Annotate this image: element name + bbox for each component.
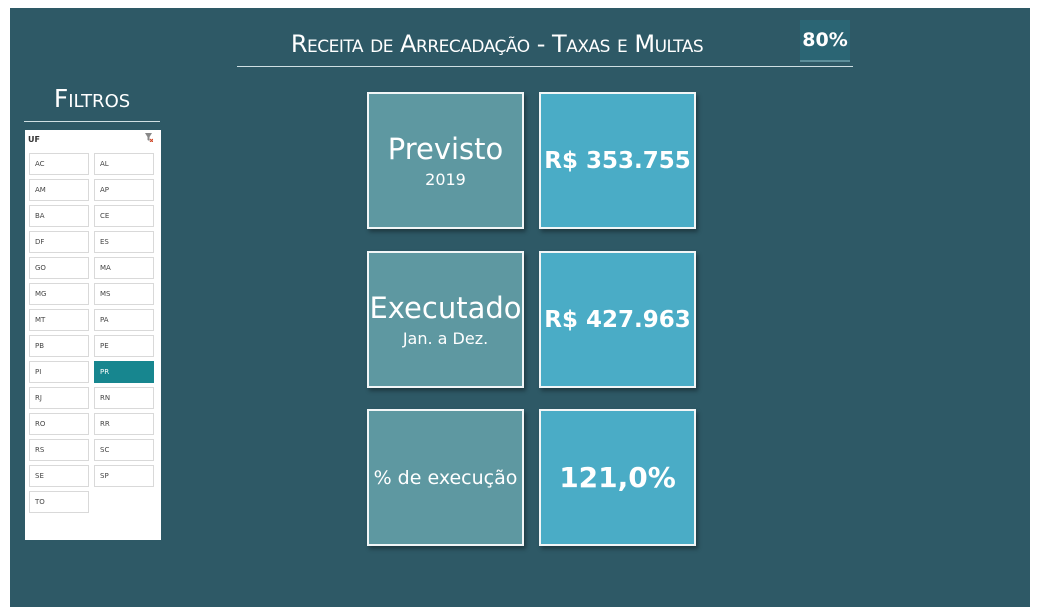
dashboard: Receita de Arrecadação - Taxas e Multas … (10, 8, 1030, 607)
card-subtitle: Jan. a Dez. (402, 329, 489, 348)
slicer-item[interactable]: SP (94, 465, 154, 487)
slicer-item[interactable]: AL (94, 153, 154, 175)
zoom-badge: 80% (800, 20, 850, 62)
slicer-item[interactable]: PE (94, 335, 154, 357)
slicer-item[interactable]: MS (94, 283, 154, 305)
slicer-item[interactable]: MG (29, 283, 89, 305)
slicer-item[interactable]: DF (29, 231, 89, 253)
slicer-item[interactable]: ES (94, 231, 154, 253)
slicer-item[interactable]: PB (29, 335, 89, 357)
slicer-item[interactable]: SC (94, 439, 154, 461)
slicer-item[interactable]: SE (29, 465, 89, 487)
filters-underline (24, 121, 160, 122)
card-label: % de execução (367, 409, 524, 546)
slicer-item[interactable]: AP (94, 179, 154, 201)
card-label: Executado Jan. a Dez. (367, 251, 524, 388)
slicer-item[interactable]: BA (29, 205, 89, 227)
slicer-item[interactable]: TO (29, 491, 89, 513)
slicer-item[interactable]: PI (29, 361, 89, 383)
card-title: % de execução (373, 466, 518, 489)
slicer-item[interactable]: RJ (29, 387, 89, 409)
slicer-item[interactable]: PA (94, 309, 154, 331)
slicer-item[interactable]: RR (94, 413, 154, 435)
card-title: Previsto (387, 132, 504, 166)
title: Receita de Arrecadação - Taxas e Multas (290, 30, 704, 58)
card-value: R$ 353.755 (539, 92, 696, 229)
slicer-item[interactable]: AM (29, 179, 89, 201)
slicer-item[interactable]: GO (29, 257, 89, 279)
title-underline (237, 66, 853, 67)
value: R$ 353.755 (544, 147, 691, 174)
slicer-item[interactable]: AC (29, 153, 89, 175)
value: R$ 427.963 (544, 306, 691, 333)
slicer-header: UF (28, 135, 40, 144)
slicer-item[interactable]: RO (29, 413, 89, 435)
slicer-item[interactable]: CE (94, 205, 154, 227)
card-value: R$ 427.963 (539, 251, 696, 388)
slicer-item[interactable]: MT (29, 309, 89, 331)
card-subtitle: 2019 (425, 170, 466, 189)
clear-filter-icon[interactable] (145, 133, 153, 142)
slicer-item[interactable]: MA (94, 257, 154, 279)
value: 121,0% (559, 461, 676, 494)
card-value: 121,0% (539, 409, 696, 546)
slicer: UF AC AL AM AP BA CE DF ES GO MA MG MS MT PA PB PE PI PR R… (25, 130, 161, 540)
card-label: Previsto 2019 (367, 92, 524, 229)
card-title: Executado (369, 291, 522, 325)
slicer-item[interactable]: PR (94, 361, 154, 383)
slicer-item[interactable]: RS (29, 439, 89, 461)
filters-title: Filtros (53, 84, 131, 113)
slicer-item[interactable]: RN (94, 387, 154, 409)
